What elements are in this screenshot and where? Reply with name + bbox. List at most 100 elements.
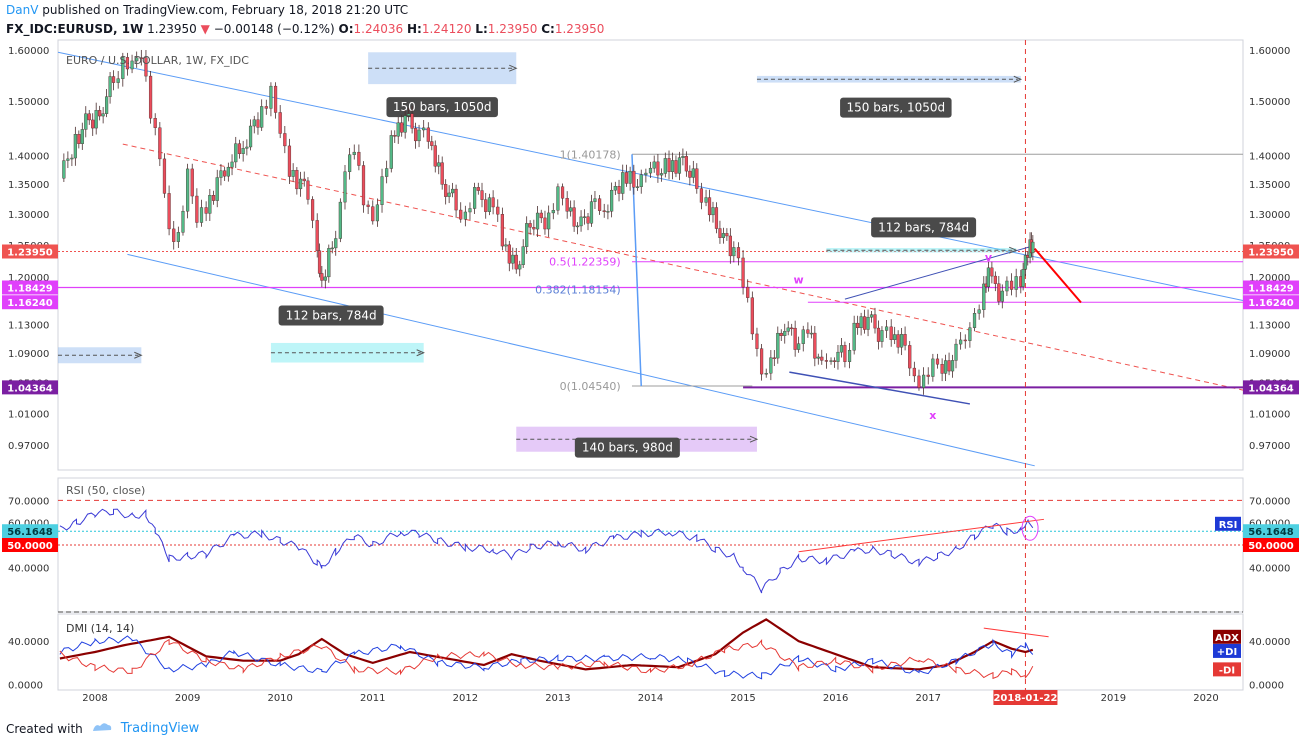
candle[interactable] (750, 291, 754, 340)
candle[interactable] (652, 155, 656, 173)
candle[interactable] (900, 327, 904, 356)
candle[interactable] (721, 227, 726, 244)
candle[interactable] (407, 107, 411, 122)
candle[interactable] (459, 202, 463, 223)
candle[interactable] (968, 322, 972, 348)
candle[interactable] (624, 164, 629, 187)
candle[interactable] (699, 182, 704, 210)
candle[interactable] (514, 248, 518, 274)
candle[interactable] (371, 200, 375, 225)
candle[interactable] (302, 171, 306, 187)
candle[interactable] (98, 105, 102, 121)
candle[interactable] (535, 205, 540, 237)
candle[interactable] (204, 201, 208, 222)
candle[interactable] (403, 109, 407, 139)
candle[interactable] (444, 179, 448, 205)
candle[interactable] (447, 185, 451, 204)
candle[interactable] (539, 209, 543, 224)
candle[interactable] (101, 106, 105, 124)
candle[interactable] (993, 271, 997, 292)
candle[interactable] (856, 315, 860, 335)
candle[interactable] (880, 326, 884, 348)
candle[interactable] (667, 150, 671, 180)
candle[interactable] (430, 135, 434, 151)
candle[interactable] (628, 166, 632, 191)
candle[interactable] (245, 139, 249, 156)
candle[interactable] (1031, 235, 1035, 261)
candle[interactable] (226, 162, 230, 182)
candle[interactable] (677, 151, 682, 181)
candle[interactable] (759, 344, 764, 381)
candle[interactable] (986, 261, 991, 292)
candle[interactable] (66, 151, 70, 169)
candle[interactable] (847, 343, 852, 369)
candle[interactable] (295, 167, 299, 195)
dmi-pane[interactable] (57, 613, 1244, 691)
candle[interactable] (556, 183, 560, 215)
author-link[interactable]: DanV (6, 3, 39, 17)
candle[interactable] (111, 70, 116, 91)
candle[interactable] (931, 353, 935, 382)
candle[interactable] (410, 105, 414, 134)
candle[interactable] (714, 202, 719, 234)
candle[interactable] (617, 179, 621, 202)
candle[interactable] (130, 54, 134, 74)
candle[interactable] (389, 130, 393, 173)
candle[interactable] (543, 210, 547, 235)
candle[interactable] (656, 154, 660, 183)
candle[interactable] (211, 190, 216, 205)
candle[interactable] (684, 151, 688, 177)
candle[interactable] (468, 202, 472, 220)
candle[interactable] (219, 164, 223, 186)
candle[interactable] (176, 226, 180, 248)
candle[interactable] (635, 178, 640, 191)
candle[interactable] (518, 260, 522, 277)
candle[interactable] (935, 353, 940, 369)
candle[interactable] (926, 367, 930, 385)
candle[interactable] (884, 320, 889, 339)
candle[interactable] (496, 199, 500, 222)
candle[interactable] (348, 147, 352, 180)
candle[interactable] (476, 182, 480, 195)
candle[interactable] (94, 102, 98, 135)
candle[interactable] (786, 321, 790, 336)
candle[interactable] (725, 228, 729, 241)
candle[interactable] (199, 199, 204, 227)
candle[interactable] (776, 326, 780, 364)
candle[interactable] (972, 307, 977, 332)
candle[interactable] (487, 193, 492, 216)
candle[interactable] (500, 207, 504, 251)
candle[interactable] (806, 322, 810, 338)
candle[interactable] (869, 310, 874, 323)
candle[interactable] (764, 368, 768, 378)
candle[interactable] (454, 184, 458, 218)
candle[interactable] (755, 327, 759, 357)
candle[interactable] (836, 344, 840, 370)
candle[interactable] (84, 106, 88, 138)
candle[interactable] (158, 122, 162, 167)
candle[interactable] (866, 309, 870, 337)
candle[interactable] (451, 182, 455, 198)
candle[interactable] (195, 188, 199, 228)
candle[interactable] (291, 163, 295, 182)
candle[interactable] (306, 177, 310, 205)
candle[interactable] (997, 275, 1001, 306)
candle[interactable] (977, 304, 981, 320)
candle[interactable] (859, 312, 863, 336)
candle[interactable] (569, 200, 573, 217)
candle[interactable] (77, 130, 81, 149)
candle[interactable] (352, 144, 356, 160)
candle[interactable] (829, 357, 833, 365)
candle[interactable] (572, 200, 576, 232)
candle[interactable] (116, 71, 120, 89)
candle[interactable] (565, 191, 569, 219)
candle[interactable] (954, 338, 958, 369)
candle[interactable] (718, 220, 722, 244)
candle[interactable] (990, 261, 994, 284)
candle[interactable] (950, 354, 955, 378)
candle[interactable] (912, 361, 916, 383)
candle[interactable] (343, 164, 347, 210)
candle[interactable] (73, 126, 77, 166)
candle[interactable] (491, 190, 495, 215)
